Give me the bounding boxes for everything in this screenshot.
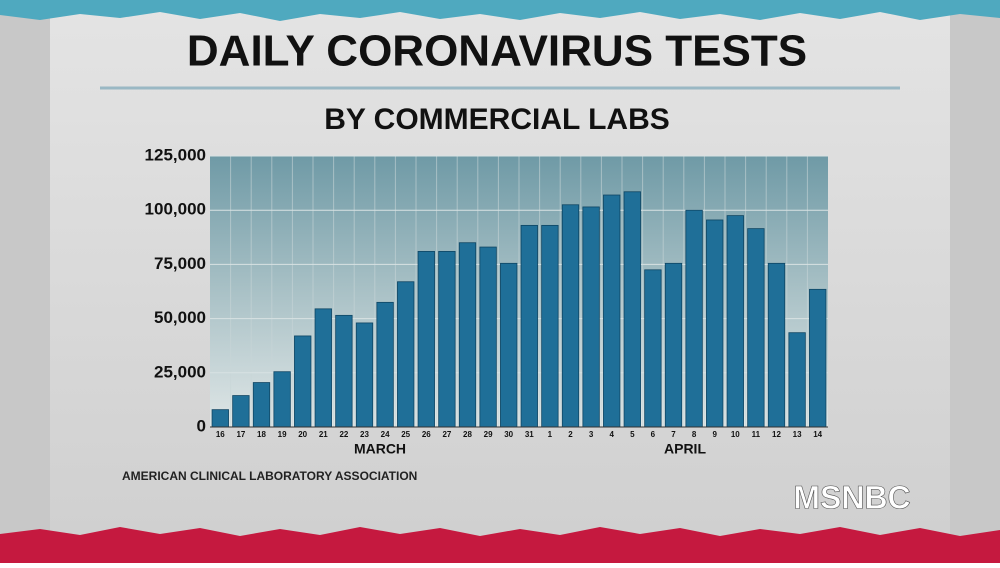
bar	[314, 308, 332, 428]
y-tick-label: 50,000	[154, 308, 206, 327]
month-label: APRIL	[664, 441, 706, 457]
x-tick-label: 27	[442, 430, 451, 439]
bar	[726, 215, 744, 428]
x-tick-label: 7	[671, 430, 676, 439]
x-tick-label: 4	[609, 430, 614, 439]
x-tick-label: 14	[813, 430, 822, 439]
bar	[541, 224, 559, 428]
y-tick-label: 0	[197, 416, 206, 435]
x-tick-label: 17	[236, 430, 245, 439]
x-tick-label: 11	[752, 430, 761, 439]
x-tick-label: 16	[216, 430, 225, 439]
side-panel	[0, 0, 50, 563]
x-tick-label: 6	[651, 430, 656, 439]
x-tick-label: 19	[278, 430, 287, 439]
x-tick-label: 25	[401, 430, 410, 439]
torn-edge-bottom	[0, 527, 1000, 563]
x-tick-label: 13	[793, 430, 802, 439]
bar	[664, 262, 683, 428]
bar	[788, 332, 806, 428]
y-tick-label: 100,000	[145, 200, 206, 219]
x-tick-label: 28	[463, 430, 472, 439]
x-tick-label: 8	[692, 430, 697, 439]
x-tick-label: 10	[731, 430, 740, 439]
source: AMERICAN CLINICAL LABORATORY ASSOCIATION	[122, 469, 417, 483]
x-tick-label: 26	[422, 430, 431, 439]
logo: MSNBC	[793, 479, 910, 515]
bar	[417, 250, 435, 428]
x-tick-label: 12	[772, 430, 781, 439]
x-tick-label: 3	[589, 430, 594, 439]
x-tick-label: 31	[525, 430, 534, 439]
bar	[767, 262, 786, 428]
x-tick-label: 23	[360, 430, 369, 439]
bar	[458, 242, 477, 428]
bar	[355, 322, 374, 428]
bar	[623, 191, 641, 428]
bar	[273, 371, 291, 428]
chart-title: DAILY CORONAVIRUS TESTS	[187, 27, 807, 76]
bar	[685, 209, 703, 428]
y-tick-label: 25,000	[154, 362, 206, 381]
torn-edge-top	[0, 0, 1000, 21]
x-tick-label: 30	[504, 430, 513, 439]
x-tick-label: 29	[484, 430, 493, 439]
bar	[500, 262, 518, 428]
bar	[232, 395, 250, 428]
bar	[252, 382, 271, 428]
bar	[211, 409, 229, 428]
x-tick-label: 1	[548, 430, 553, 439]
bar	[376, 301, 394, 428]
x-tick-label: 20	[298, 430, 307, 439]
bar	[603, 194, 621, 428]
x-tick-label: 24	[381, 430, 390, 439]
x-tick-label: 21	[319, 430, 328, 439]
bar	[397, 281, 415, 428]
bar	[520, 224, 538, 428]
chart-subtitle: BY COMMERCIAL LABS	[324, 103, 670, 136]
x-tick-label: 9	[712, 430, 717, 439]
x-tick-label: 2	[568, 430, 573, 439]
y-tick-label: 125,000	[145, 145, 206, 164]
bar	[706, 219, 724, 428]
bar	[644, 269, 662, 428]
y-tick-label: 75,000	[154, 254, 206, 273]
bar	[479, 246, 497, 428]
bar	[335, 314, 353, 428]
side-panel	[950, 0, 1000, 563]
bar	[561, 204, 580, 428]
x-tick-label: 18	[257, 430, 266, 439]
bar	[809, 288, 827, 428]
bar	[294, 335, 312, 428]
x-tick-label: 22	[339, 430, 348, 439]
bar	[438, 250, 456, 428]
month-label: MARCH	[354, 441, 406, 457]
bar	[747, 228, 765, 428]
x-tick-label: 5	[630, 430, 635, 439]
bar	[582, 206, 600, 428]
